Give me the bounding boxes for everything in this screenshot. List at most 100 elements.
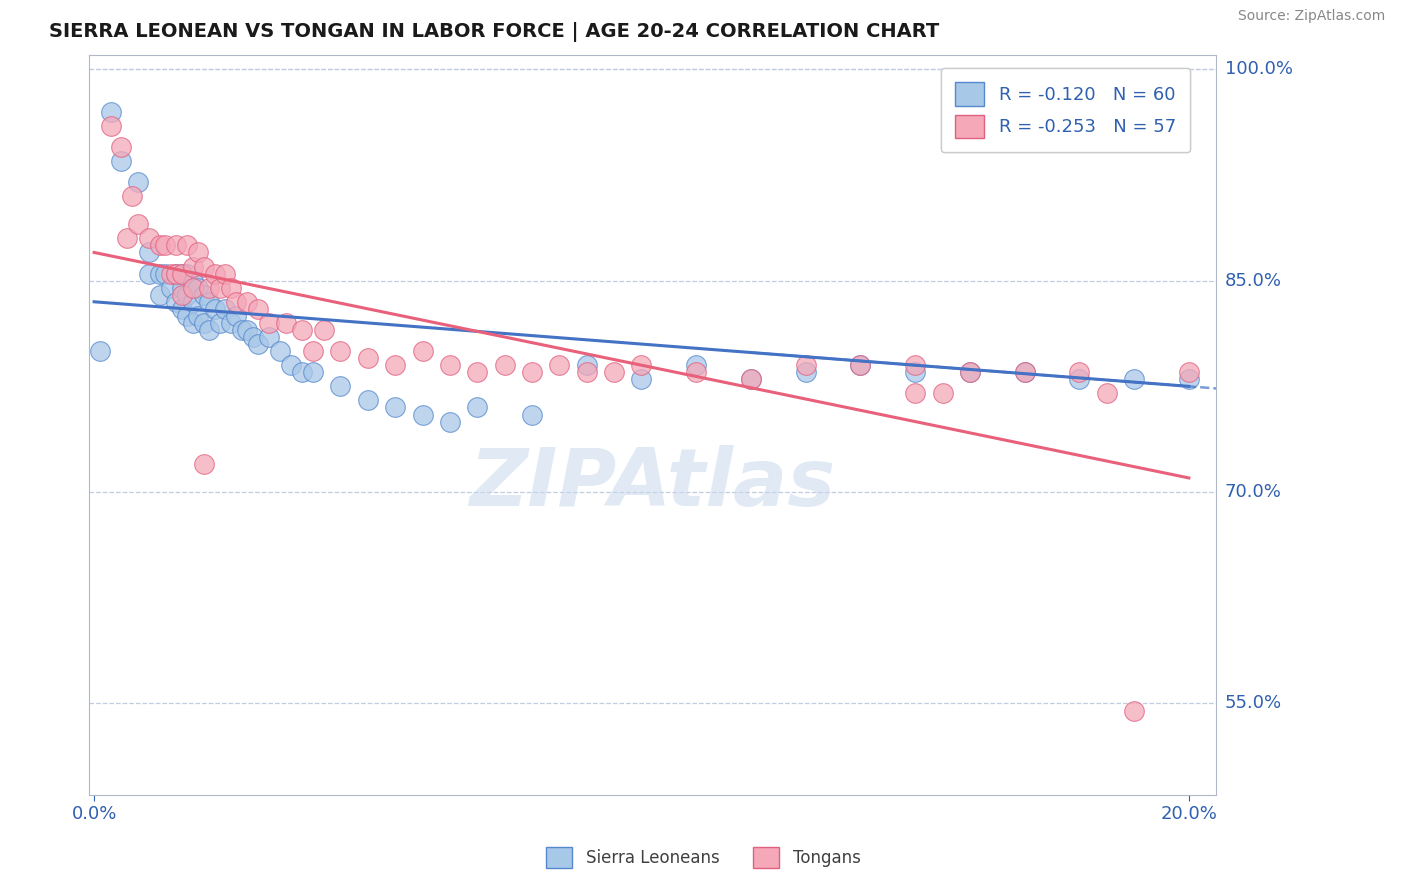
Point	[170, 287, 193, 301]
Point	[1178, 365, 1201, 379]
Point	[231, 323, 253, 337]
Point	[520, 408, 543, 422]
Point	[214, 267, 236, 281]
Point	[1014, 365, 1036, 379]
Point	[155, 267, 177, 281]
Point	[548, 358, 571, 372]
Point	[575, 358, 598, 372]
Point	[181, 281, 204, 295]
Point	[1069, 365, 1091, 379]
Point	[259, 330, 281, 344]
Point	[219, 316, 242, 330]
Point	[149, 238, 172, 252]
Point	[603, 365, 626, 379]
Point	[193, 260, 215, 274]
Point	[439, 415, 461, 429]
Point	[193, 287, 215, 301]
Point	[193, 316, 215, 330]
Text: SIERRA LEONEAN VS TONGAN IN LABOR FORCE | AGE 20-24 CORRELATION CHART: SIERRA LEONEAN VS TONGAN IN LABOR FORCE …	[49, 22, 939, 42]
Point	[225, 309, 247, 323]
Text: ZIPAtlas: ZIPAtlas	[470, 445, 835, 524]
Point	[100, 104, 122, 119]
Point	[138, 245, 160, 260]
Point	[208, 316, 231, 330]
Point	[89, 344, 111, 359]
Point	[181, 260, 204, 274]
Point	[236, 323, 259, 337]
Point	[904, 386, 927, 401]
Point	[165, 267, 187, 281]
Point	[165, 238, 187, 252]
Point	[159, 281, 181, 295]
Point	[138, 267, 160, 281]
Point	[187, 309, 209, 323]
Point	[149, 267, 172, 281]
Point	[165, 267, 187, 281]
Point	[100, 119, 122, 133]
Point	[329, 379, 352, 393]
Point	[412, 344, 434, 359]
Text: 85.0%: 85.0%	[1225, 272, 1282, 290]
Point	[159, 267, 181, 281]
Point	[439, 358, 461, 372]
Point	[247, 301, 270, 316]
Text: 70.0%: 70.0%	[1225, 483, 1281, 501]
Point	[280, 358, 302, 372]
Point	[329, 344, 352, 359]
Text: 55.0%: 55.0%	[1225, 695, 1282, 713]
Point	[165, 294, 187, 309]
Point	[1123, 372, 1146, 386]
Point	[170, 301, 193, 316]
Point	[1123, 704, 1146, 718]
Point	[291, 323, 314, 337]
Point	[904, 358, 927, 372]
Point	[198, 294, 221, 309]
Text: Source: ZipAtlas.com: Source: ZipAtlas.com	[1237, 9, 1385, 23]
Point	[931, 386, 953, 401]
Point	[685, 358, 707, 372]
Point	[357, 393, 380, 408]
Point	[242, 330, 264, 344]
Point	[1069, 372, 1091, 386]
Point	[176, 309, 198, 323]
Point	[520, 365, 543, 379]
Point	[214, 301, 236, 316]
Point	[959, 365, 981, 379]
Point	[127, 217, 149, 231]
Point	[412, 408, 434, 422]
Point	[225, 294, 247, 309]
Point	[312, 323, 335, 337]
Point	[465, 401, 488, 415]
Point	[1014, 365, 1036, 379]
Point	[127, 175, 149, 189]
Point	[236, 294, 259, 309]
Legend: R = -0.120   N = 60, R = -0.253   N = 57: R = -0.120 N = 60, R = -0.253 N = 57	[941, 68, 1191, 153]
Point	[357, 351, 380, 366]
Point	[155, 238, 177, 252]
Point	[794, 358, 817, 372]
Point	[259, 316, 281, 330]
Point	[302, 344, 325, 359]
Point	[1095, 386, 1118, 401]
Point	[740, 372, 762, 386]
Point	[110, 153, 132, 168]
Point	[575, 365, 598, 379]
Point	[685, 365, 707, 379]
Point	[138, 231, 160, 245]
Point	[384, 358, 406, 372]
Point	[849, 358, 872, 372]
Point	[170, 281, 193, 295]
Point	[204, 267, 226, 281]
Point	[247, 337, 270, 351]
Point	[176, 287, 198, 301]
Point	[849, 358, 872, 372]
Point	[110, 140, 132, 154]
Point	[149, 287, 172, 301]
Point	[630, 358, 652, 372]
Point	[204, 301, 226, 316]
Point	[904, 365, 927, 379]
Point	[193, 457, 215, 471]
Point	[494, 358, 516, 372]
Point	[740, 372, 762, 386]
Point	[170, 267, 193, 281]
